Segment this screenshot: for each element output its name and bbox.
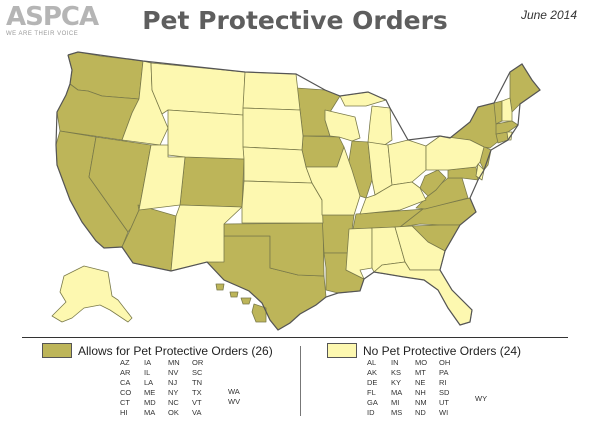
state-hi: [215, 283, 267, 323]
state-code: IA: [144, 358, 152, 367]
state-wy: [167, 109, 245, 160]
state-ms: [345, 227, 373, 280]
state-code: OK: [168, 408, 179, 417]
state-nh: [501, 97, 513, 122]
state-code: AL: [367, 358, 377, 367]
state-code: LA: [144, 378, 154, 387]
state-code: VA: [192, 408, 202, 417]
state-code: AZ: [120, 358, 130, 367]
logo-wordmark: ASPCA: [6, 2, 99, 32]
state-me: [509, 63, 541, 113]
legend-divider: [22, 337, 568, 338]
state-mi-up: [339, 91, 387, 107]
state-mo: [305, 146, 361, 216]
state-code: MO: [415, 358, 428, 367]
state-code: OH: [439, 358, 451, 367]
state-code: CA: [120, 378, 131, 387]
state-code: MA: [144, 408, 156, 417]
state-code: NJ: [168, 378, 178, 387]
state-code: NH: [415, 388, 426, 397]
state-code: WY: [475, 394, 488, 403]
state-de: [475, 163, 485, 181]
state-ut: [138, 144, 186, 211]
page-title: Pet Protective Orders: [142, 6, 448, 35]
state-code: SD: [439, 388, 450, 397]
us-outline: [55, 51, 541, 331]
state-code: IL: [144, 368, 151, 377]
state-code: UT: [439, 398, 449, 407]
state-code: NM: [415, 398, 427, 407]
state-code: MT: [415, 368, 426, 377]
date-label: June 2014: [520, 8, 577, 22]
state-code: MD: [144, 398, 156, 407]
state-ne: [242, 146, 313, 184]
state-code: OR: [192, 358, 204, 367]
aspca-logo: ASPCA WE ARE THEIR VOICE: [6, 4, 102, 37]
state-list-none: AL AK DE FL GA ID IN KS KY MA MI MS MO M…: [367, 358, 499, 418]
legend-allows: Allows for Pet Protective Orders (26): [42, 343, 273, 358]
state-code: TN: [192, 378, 202, 387]
state-code: VT: [192, 398, 202, 407]
legend-label-allows: Allows for Pet Protective Orders (26): [78, 343, 273, 358]
legend-label-none: No Pet Protective Orders (24): [363, 343, 522, 358]
state-code: CT: [120, 398, 130, 407]
state-code: MI: [391, 398, 400, 407]
state-code: AK: [367, 368, 378, 377]
state-fl: [373, 261, 473, 326]
state-wi: [324, 109, 361, 142]
state-code: ME: [144, 388, 156, 397]
state-code: MS: [391, 408, 403, 417]
state-code: TX: [192, 388, 202, 397]
state-code: FL: [367, 388, 376, 397]
state-code: AR: [120, 368, 131, 377]
state-list-allows: AZ AR CA CO CT HI IA IL LA ME MD MA MN N…: [120, 358, 252, 418]
state-nd: [242, 71, 301, 111]
state-code: WI: [439, 408, 449, 417]
state-mi: [367, 105, 393, 149]
state-ks: [241, 180, 324, 224]
legend-none: No Pet Protective Orders (24): [327, 343, 521, 358]
state-code: DE: [367, 378, 378, 387]
state-code: HI: [120, 408, 128, 417]
state-code: WA: [228, 386, 240, 396]
state-ia: [301, 135, 345, 168]
logo-tagline: WE ARE THEIR VOICE: [6, 31, 79, 37]
state-code: NE: [415, 378, 426, 387]
state-ak: [51, 265, 133, 323]
state-code: MN: [168, 358, 180, 367]
state-sd: [242, 107, 304, 151]
state-ma: [495, 120, 519, 135]
state-code: NV: [168, 368, 179, 377]
state-co: [179, 156, 245, 208]
state-oh: [387, 139, 427, 186]
state-code: WV: [228, 396, 241, 406]
state-code: GA: [367, 398, 378, 407]
legend-swatch-allows: [42, 343, 72, 358]
state-code: KS: [391, 368, 402, 377]
legend-swatch-none: [327, 343, 357, 358]
state-code: SC: [192, 368, 203, 377]
legend-column-divider: [300, 346, 301, 416]
state-code: PA: [439, 368, 449, 377]
state-code: IN: [391, 358, 399, 367]
state-code: ID: [367, 408, 375, 417]
state-code: NY: [168, 388, 179, 397]
state-code: CO: [120, 388, 132, 397]
state-code: NC: [168, 398, 179, 407]
state-code: RI: [439, 378, 447, 387]
state-ky: [359, 181, 427, 215]
state-code: KY: [391, 378, 402, 387]
state-ri: [506, 131, 513, 141]
state-code: MA: [391, 388, 403, 397]
state-code: ND: [415, 408, 426, 417]
